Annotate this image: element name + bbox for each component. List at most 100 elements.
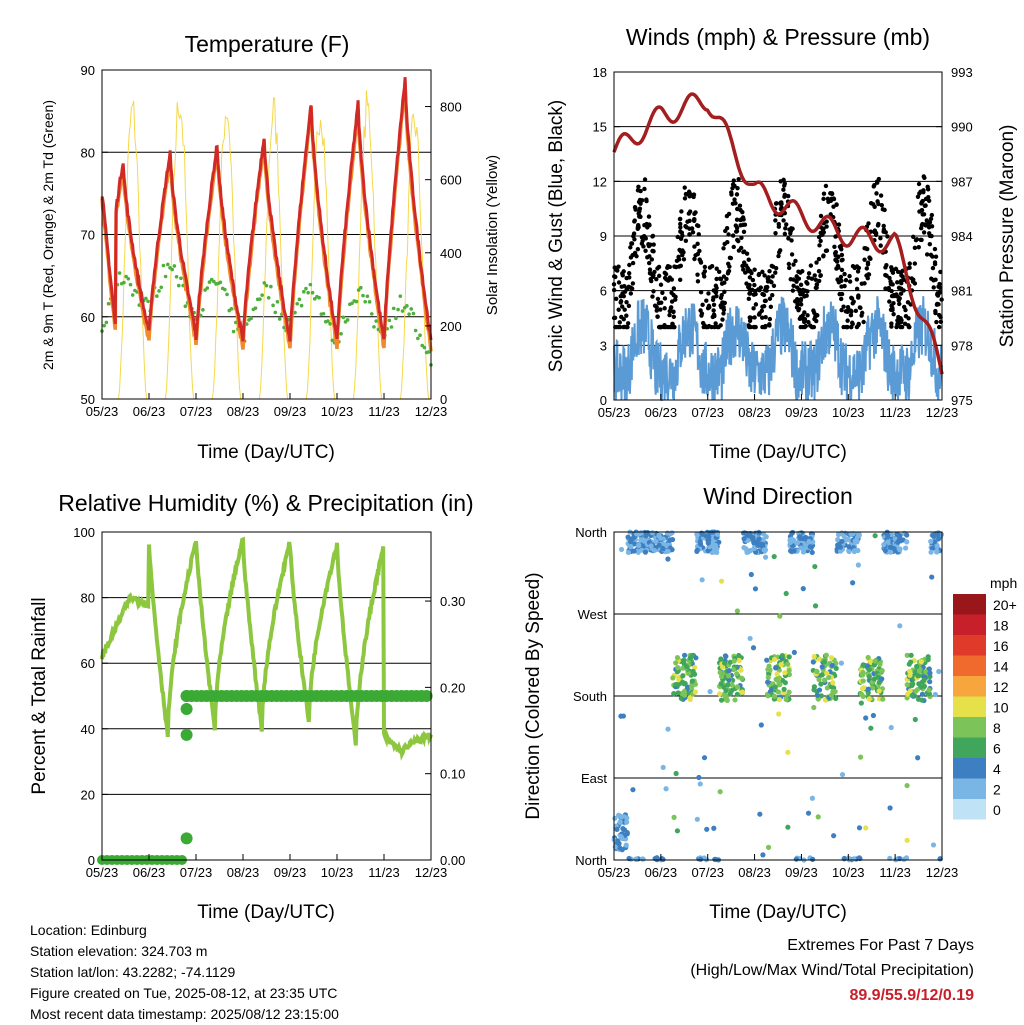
gust-point — [647, 267, 653, 272]
gust-point — [921, 230, 927, 235]
dewpoint-point — [225, 292, 229, 297]
direction-point — [800, 549, 807, 555]
direction-point — [681, 652, 688, 658]
gust-point — [818, 213, 824, 219]
legend-swatch — [953, 758, 986, 779]
direction-point — [904, 682, 910, 688]
t-y2-tick-label: 0 — [440, 392, 447, 407]
gust-point — [919, 237, 924, 243]
gust-point — [618, 300, 623, 305]
gust-point — [672, 264, 677, 269]
gust-point — [767, 296, 773, 301]
direction-point — [671, 814, 677, 820]
dewpoint-point — [174, 274, 179, 279]
direction-point — [653, 538, 659, 545]
direction-point — [928, 549, 934, 555]
direction-point — [618, 546, 625, 553]
gust-point — [692, 256, 697, 262]
direction-point — [730, 666, 737, 673]
gust-point — [800, 269, 805, 274]
dewpoint-point — [271, 303, 275, 308]
direction-point — [694, 816, 700, 822]
gust-point — [731, 244, 736, 250]
w-y-tick-label: 9 — [600, 229, 607, 244]
direction-point — [871, 676, 877, 682]
gust-point — [770, 264, 776, 269]
gust-point — [930, 265, 936, 271]
winds-x-ticks: 05/23 06/23 07/23 08/23 09/23 10/23 11/23 12/23 — [598, 394, 958, 420]
dewpoint-point — [369, 312, 374, 316]
w-y-tick-label: 12 — [593, 174, 607, 189]
direction-point — [809, 549, 815, 556]
legend-swatch — [953, 799, 986, 820]
gust-point — [759, 308, 765, 313]
gust-point — [625, 321, 631, 326]
direction-point — [800, 586, 806, 592]
gust-point — [667, 312, 672, 318]
direction-point — [673, 681, 679, 688]
d-x-tick-label: 08/23 — [738, 865, 771, 880]
winds-y2-label: Station Pressure (Maroon) — [997, 125, 1018, 348]
gust-point — [677, 277, 683, 283]
gust-point — [695, 272, 700, 277]
direction-point — [846, 548, 852, 555]
t-y2-tick-label: 600 — [440, 173, 462, 188]
gust-point — [899, 324, 905, 330]
direction-point — [685, 670, 692, 676]
dewpoint-point — [179, 276, 183, 281]
legend-swatch — [953, 676, 986, 697]
direction-point — [718, 673, 725, 680]
gust-point — [816, 256, 822, 262]
direction-point — [658, 535, 664, 541]
direction-point — [815, 814, 821, 820]
gust-point — [724, 213, 730, 219]
gust-point — [767, 268, 772, 274]
gust-point — [796, 308, 801, 313]
gust-point — [840, 257, 845, 263]
direction-title: Wind Direction — [703, 483, 853, 509]
gust-point — [804, 293, 809, 298]
t-x-tick-label: 05/23 — [86, 404, 119, 419]
gust-point — [902, 321, 908, 327]
gust-point — [711, 302, 717, 308]
gust-point — [924, 252, 930, 257]
dewpoint-point — [299, 303, 304, 308]
gust-point — [681, 257, 687, 262]
direction-point — [673, 770, 679, 777]
direction-point — [738, 667, 744, 673]
direction-point — [860, 669, 866, 676]
gust-point — [684, 192, 689, 197]
gust-point — [736, 177, 741, 182]
d-x-tick-label: 12/23 — [926, 865, 959, 880]
w-x-tick-label: 08/23 — [738, 405, 771, 420]
direction-point — [904, 532, 910, 538]
direction-point — [756, 530, 762, 536]
gust-point — [683, 224, 688, 229]
gust-point — [719, 281, 725, 286]
gust-point — [928, 252, 934, 258]
dewpoint-point — [218, 280, 223, 285]
gust-point — [916, 181, 922, 187]
dewpoint-point — [310, 290, 315, 295]
h-y2-tick-label: 0.20 — [440, 680, 465, 695]
gust-point — [751, 324, 756, 330]
gust-point — [744, 281, 749, 286]
temp-2m-line — [100, 77, 433, 342]
gust-point — [921, 188, 926, 193]
gust-point — [914, 237, 920, 242]
direction-point — [741, 536, 747, 542]
t-y2-tick-label: 800 — [440, 100, 462, 115]
gust-point — [721, 246, 726, 251]
legend-items: 20+ 18 16 14 12 10 8 6 4 2 0 — [953, 594, 1017, 820]
gust-point — [872, 182, 877, 188]
gust-point — [721, 304, 726, 310]
w-y2-tick-label: 981 — [951, 284, 973, 299]
direction-point — [863, 825, 869, 831]
direction-point — [676, 677, 682, 683]
h-x-tick-label: 09/23 — [274, 865, 307, 880]
gust-point — [636, 184, 641, 189]
t-x-tick-label: 12/23 — [415, 404, 448, 419]
gust-point — [929, 224, 935, 229]
gust-point — [716, 269, 722, 274]
